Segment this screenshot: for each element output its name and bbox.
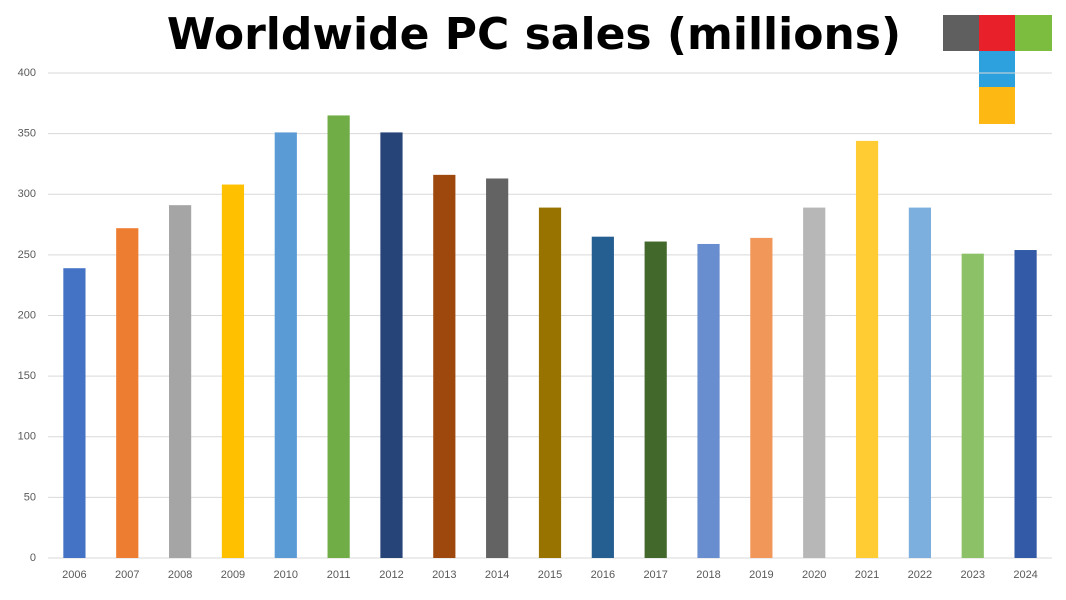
bar <box>116 228 139 558</box>
bar <box>591 236 614 558</box>
x-tick-label: 2006 <box>62 569 86 581</box>
x-tick-label: 2011 <box>327 569 351 581</box>
y-tick-label: 350 <box>18 128 36 140</box>
bar <box>380 132 403 558</box>
x-tick-label: 2009 <box>221 569 245 581</box>
bar <box>538 207 562 558</box>
bar <box>63 268 86 558</box>
chart-title: Worldwide PC sales (millions) <box>167 9 901 60</box>
y-tick-label: 100 <box>18 431 36 443</box>
bar <box>644 241 667 558</box>
y-tick-label: 200 <box>18 309 36 321</box>
y-tick-label: 300 <box>18 188 36 200</box>
bar <box>697 243 720 558</box>
y-tick-label: 150 <box>18 370 36 382</box>
x-tick-label: 2022 <box>908 569 932 581</box>
bar <box>327 115 350 558</box>
x-tick-label: 2016 <box>591 569 615 581</box>
x-tick-label: 2019 <box>749 569 773 581</box>
x-tick-label: 2024 <box>1013 569 1037 581</box>
x-tick-label: 2017 <box>643 569 667 581</box>
bar <box>486 178 509 559</box>
bar <box>908 207 931 558</box>
y-tick-label: 400 <box>18 67 36 79</box>
bar <box>750 237 773 558</box>
x-tick-label: 2008 <box>168 569 192 581</box>
x-tick-label: 2015 <box>538 569 562 581</box>
x-tick-label: 2018 <box>696 569 720 581</box>
x-tick-label: 2021 <box>855 569 879 581</box>
bar <box>1014 250 1037 558</box>
x-tick-label: 2007 <box>115 569 139 581</box>
x-tick-label: 2012 <box>379 569 403 581</box>
x-tick-label: 2014 <box>485 569 509 581</box>
logo <box>943 15 1052 124</box>
x-tick-label: 2013 <box>432 569 456 581</box>
y-tick-label: 250 <box>18 249 36 261</box>
bar <box>274 132 297 558</box>
bar <box>803 207 826 558</box>
x-tick-label: 2023 <box>960 569 984 581</box>
bar <box>961 253 984 558</box>
x-tick-label: 2020 <box>802 569 826 581</box>
y-tick-label: 50 <box>24 491 36 503</box>
y-tick-label: 0 <box>30 552 36 564</box>
bar <box>433 174 456 558</box>
bar <box>169 205 192 558</box>
bar <box>221 184 245 559</box>
bar <box>855 140 879 558</box>
x-tick-label: 2010 <box>274 569 298 581</box>
